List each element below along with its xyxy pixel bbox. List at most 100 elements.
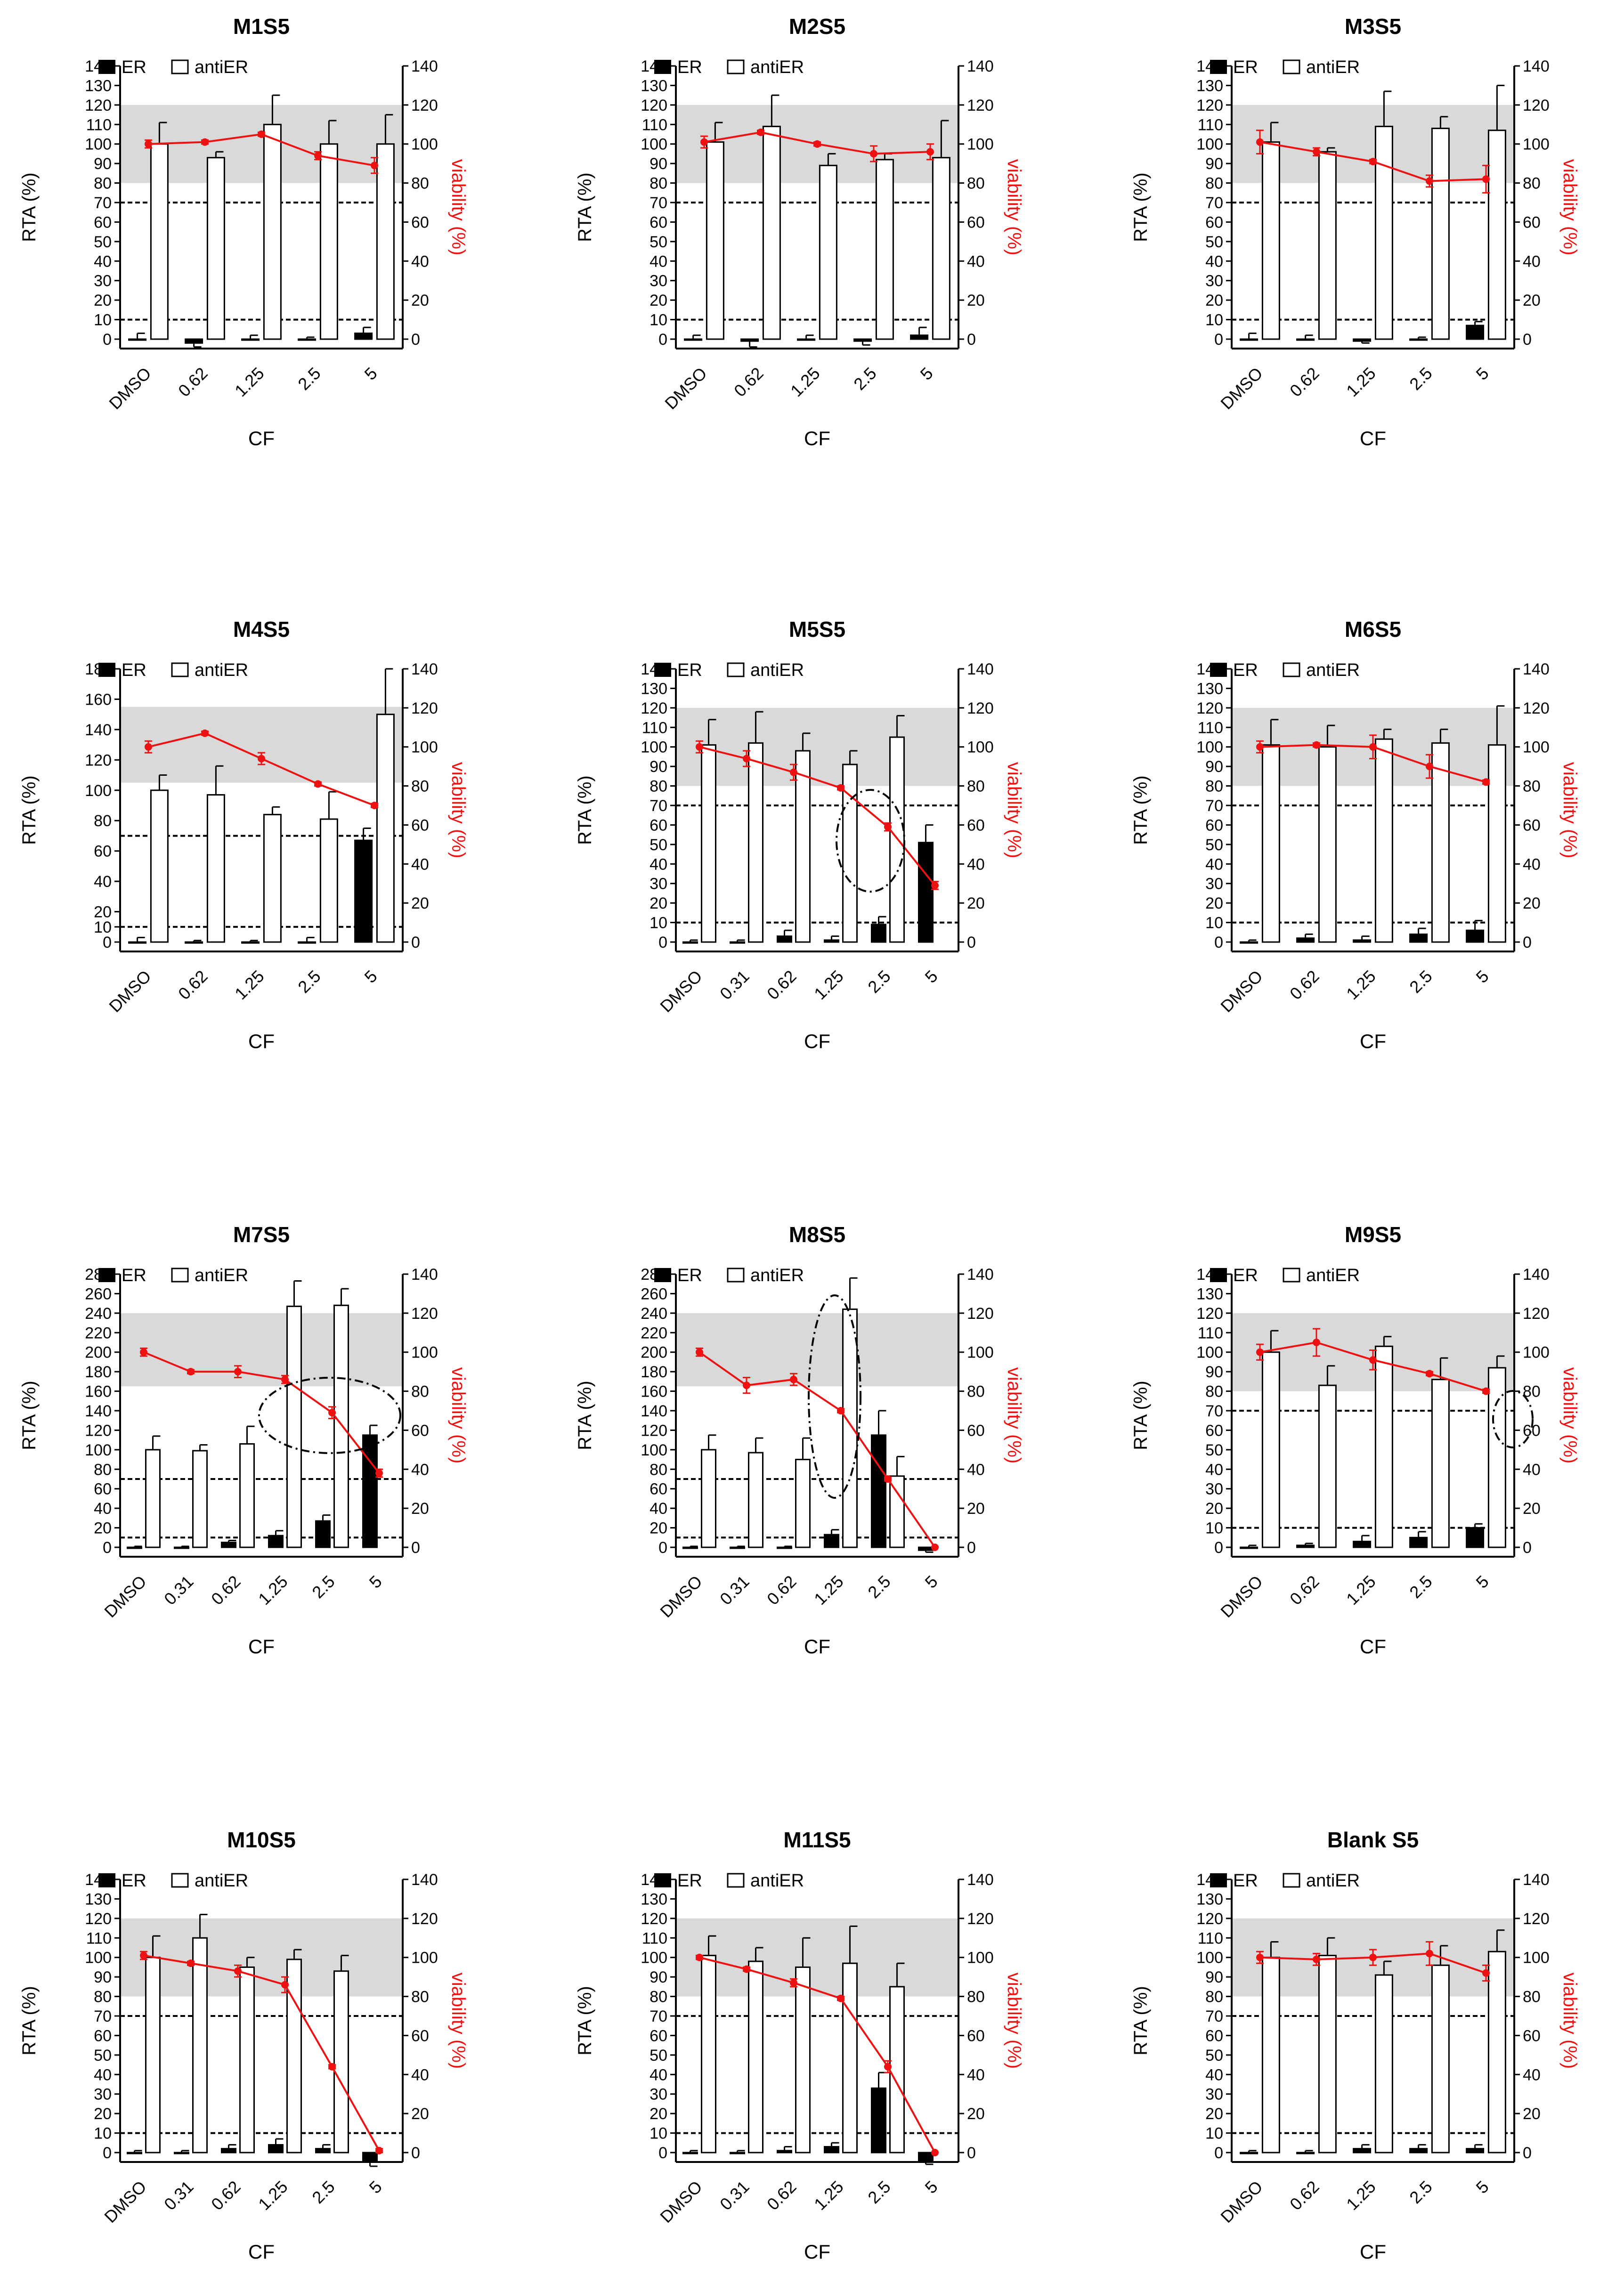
viability-point [696, 1953, 703, 1961]
right-tick-label: 120 [1523, 1910, 1550, 1928]
left-tick-label: 50 [650, 2047, 667, 2064]
er-bar [684, 338, 703, 341]
viability-point [790, 768, 797, 776]
left-tick-label: 80 [94, 1461, 112, 1479]
er-bar [1409, 338, 1428, 341]
right-tick-label: 0 [411, 1539, 420, 1557]
left-tick-label: 100 [85, 1949, 112, 1967]
er-bar [1296, 937, 1315, 943]
left-tick-label: 30 [650, 875, 667, 893]
viability-point [140, 1951, 147, 1959]
right-axis-title: viability (%) [1559, 762, 1580, 858]
viability-point [743, 1382, 750, 1390]
antier-bar [239, 1443, 255, 1548]
legend-antier-label: antiER [750, 1871, 804, 1891]
chart-title: M4S5 [233, 617, 290, 642]
left-axis-title: RTA (%) [1130, 1381, 1151, 1450]
legend-er-swatch [654, 663, 671, 677]
viability-point [201, 729, 209, 737]
left-tick-label: 100 [641, 1441, 667, 1459]
antier-bar [150, 143, 169, 340]
left-tick-label: 50 [1205, 233, 1223, 251]
left-tick-label: 80 [650, 778, 667, 796]
left-axis-title: RTA (%) [575, 172, 595, 242]
reference-band [120, 1918, 403, 1997]
viability-point [1369, 158, 1377, 165]
right-tick-label: 100 [1523, 136, 1550, 154]
right-tick-label: 20 [411, 1500, 429, 1518]
left-tick-label: 10 [650, 914, 667, 932]
left-tick-label: 30 [94, 272, 112, 290]
legend-er-label: ER [122, 660, 146, 680]
left-tick-label: 0 [103, 934, 112, 951]
left-tick-label: 60 [94, 213, 112, 231]
x-axis-title: CF [1360, 1030, 1386, 1052]
er-bar [777, 935, 792, 943]
left-tick-label: 200 [85, 1344, 112, 1362]
viability-point [696, 743, 703, 751]
antier-bar [706, 141, 724, 340]
right-tick-label: 80 [1523, 175, 1541, 193]
right-tick-label: 140 [1523, 1266, 1550, 1284]
er-bar [682, 2152, 698, 2154]
viability-point [258, 130, 265, 138]
x-axis-title: CF [804, 1030, 830, 1052]
viability-point [743, 1965, 750, 1973]
left-tick-label: 20 [94, 1520, 112, 1537]
viability-point [314, 152, 322, 160]
left-tick-label: 50 [650, 836, 667, 854]
er-bar [315, 2148, 331, 2154]
er-bar [128, 941, 147, 944]
category-label: DMSO [1217, 967, 1266, 1016]
right-tick-label: 20 [967, 2105, 985, 2123]
er-bar [354, 839, 373, 943]
legend-er-label: ER [1233, 660, 1258, 680]
right-tick-label: 60 [967, 816, 985, 834]
er-bar [268, 1535, 284, 1548]
right-tick-label: 0 [967, 1539, 976, 1557]
left-tick-label: 110 [86, 116, 112, 134]
legend-er-swatch [98, 1873, 115, 1887]
viability-point [1426, 1370, 1433, 1378]
er-bar [127, 2152, 142, 2154]
chart-title: M7S5 [233, 1222, 290, 1247]
antier-bar [748, 1960, 763, 2154]
antier-bar [319, 143, 338, 340]
left-tick-label: 20 [1205, 292, 1223, 309]
viability-point [757, 128, 764, 136]
left-axis-title: RTA (%) [575, 1381, 595, 1450]
category-label: 0.62 [174, 364, 211, 401]
viability-point [1313, 148, 1320, 156]
legend-er-swatch [1210, 1268, 1227, 1282]
left-tick-label: 10 [1205, 2125, 1223, 2143]
left-tick-label: 70 [650, 797, 667, 815]
left-tick-label: 30 [1205, 272, 1223, 290]
antier-bar [889, 1475, 905, 1548]
chart-title: M5S5 [789, 617, 845, 642]
right-tick-label: 0 [1523, 331, 1532, 349]
right-tick-label: 120 [967, 97, 994, 114]
left-tick-label: 90 [1205, 1968, 1223, 1986]
left-tick-label: 220 [85, 1324, 112, 1342]
er-bar [1353, 939, 1372, 943]
left-tick-label: 70 [650, 2008, 667, 2025]
antier-bar [748, 742, 763, 943]
right-axis-title: viability (%) [448, 1973, 469, 2069]
viability-point [187, 1368, 195, 1376]
right-tick-label: 120 [411, 97, 438, 114]
left-tick-label: 10 [1205, 914, 1223, 932]
category-label: 0.62 [1286, 364, 1323, 401]
left-tick-label: 0 [1214, 934, 1223, 951]
er-bar [777, 2150, 792, 2154]
er-bar [362, 2152, 378, 2162]
right-axis-title: viability (%) [1004, 1367, 1024, 1463]
left-tick-label: 40 [1205, 2066, 1223, 2084]
right-axis-title: viability (%) [448, 762, 469, 858]
viability-point [234, 1967, 242, 1975]
legend-er-label: ER [1233, 1871, 1258, 1891]
viability-point [837, 1994, 844, 2002]
right-tick-label: 60 [967, 213, 985, 231]
legend-antier-label: antiER [195, 660, 248, 680]
left-tick-label: 110 [642, 1929, 667, 1947]
right-tick-label: 60 [411, 2027, 429, 2045]
